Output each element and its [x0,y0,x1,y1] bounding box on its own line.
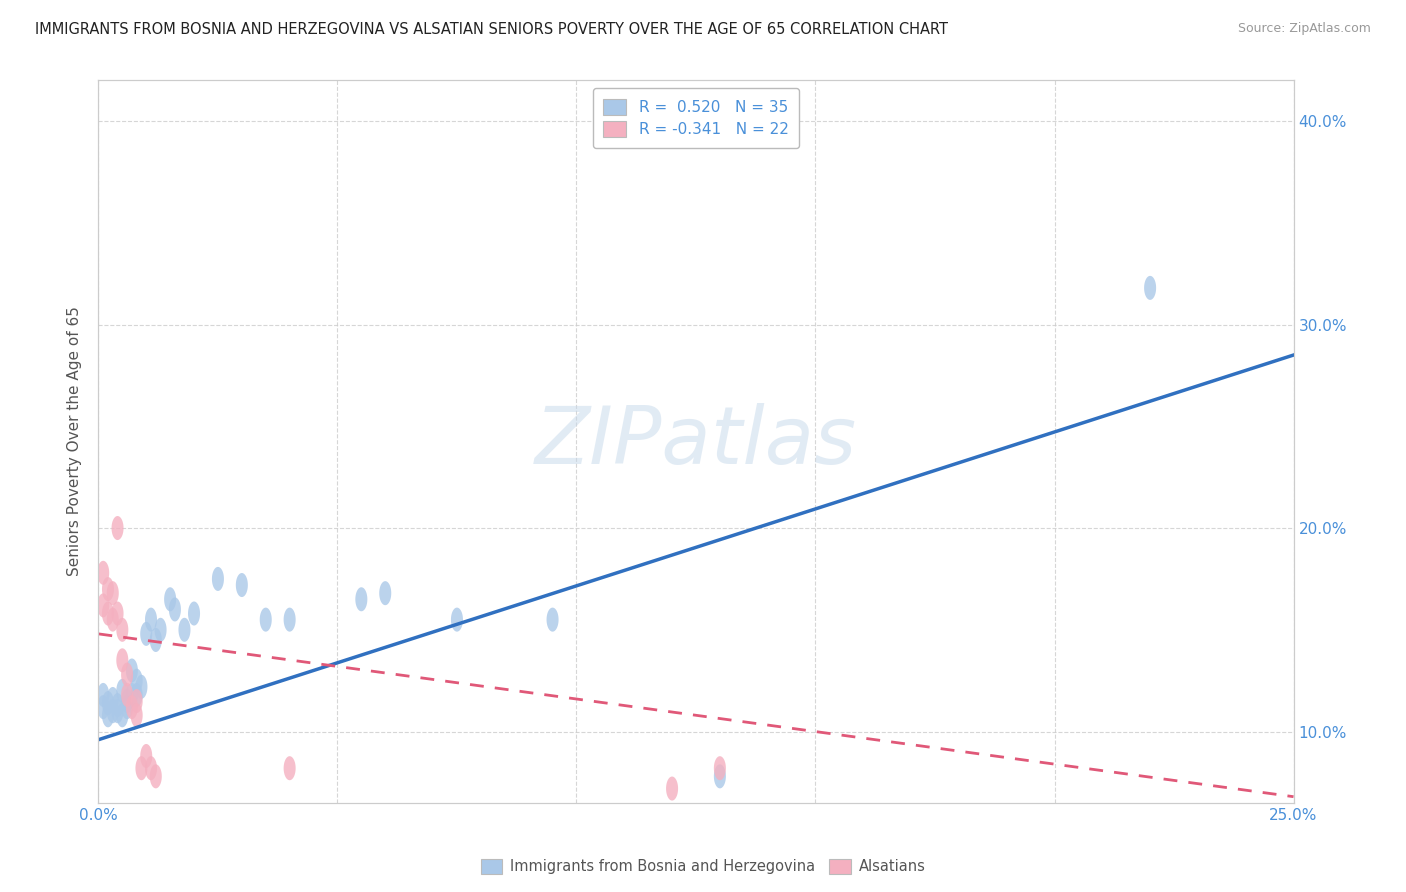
Point [278,613,301,627]
Text: ZIPatlas: ZIPatlas [534,402,858,481]
Point [107,607,129,621]
Point [661,781,683,796]
Point [207,572,229,586]
Point [183,607,205,621]
Point [111,684,134,698]
Point [541,613,564,627]
Point [121,664,143,678]
Point [254,613,277,627]
Point [350,592,373,607]
Point [159,592,181,607]
Point [111,653,134,667]
Point [135,627,157,641]
Point [125,688,148,702]
Point [107,521,129,535]
Y-axis label: Seniors Poverty Over the Age of 65: Seniors Poverty Over the Age of 65 [67,307,83,576]
Point [107,698,129,712]
Point [115,694,138,708]
Text: Source: ZipAtlas.com: Source: ZipAtlas.com [1237,22,1371,36]
Point [163,602,186,616]
Point [115,688,138,702]
Point [111,708,134,723]
Point [101,586,124,600]
Point [107,704,129,718]
Point [91,688,114,702]
Text: IMMIGRANTS FROM BOSNIA AND HERZEGOVINA VS ALSATIAN SENIORS POVERTY OVER THE AGE : IMMIGRANTS FROM BOSNIA AND HERZEGOVINA V… [35,22,948,37]
Point [709,769,731,783]
Legend: Immigrants from Bosnia and Herzegovina, Alsatians: Immigrants from Bosnia and Herzegovina, … [475,853,931,880]
Legend: R =  0.520   N = 35, R = -0.341   N = 22: R = 0.520 N = 35, R = -0.341 N = 22 [593,88,799,148]
Point [1139,281,1161,295]
Point [91,700,114,714]
Point [115,700,138,714]
Point [115,667,138,681]
Point [101,704,124,718]
Point [91,599,114,613]
Point [131,680,153,694]
Point [278,761,301,775]
Point [97,696,120,710]
Point [97,607,120,621]
Point [121,688,143,702]
Point [125,708,148,723]
Point [374,586,396,600]
Point [173,623,195,637]
Point [91,566,114,580]
Point [149,623,172,637]
Point [131,761,153,775]
Point [97,582,120,596]
Point [446,613,468,627]
Point [709,761,731,775]
Point [145,632,167,647]
Point [125,673,148,688]
Point [101,692,124,706]
Point [97,708,120,723]
Point [145,769,167,783]
Point [121,700,143,714]
Point [135,749,157,764]
Point [139,613,162,627]
Point [125,694,148,708]
Point [111,623,134,637]
Point [101,613,124,627]
Point [231,578,253,592]
Point [139,761,162,775]
